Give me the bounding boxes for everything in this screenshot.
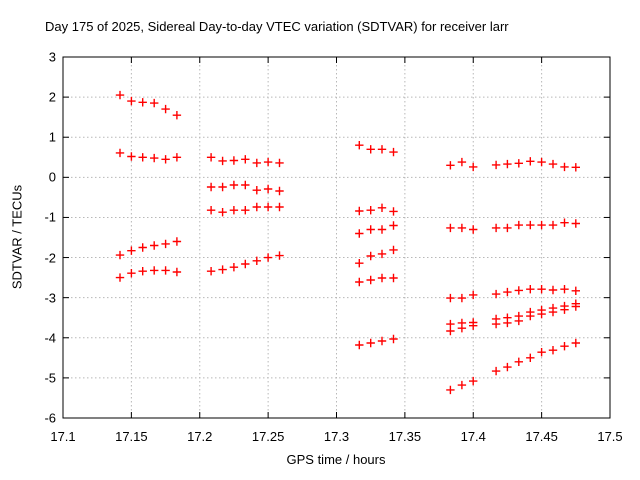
x-tick-label: 17.45: [525, 429, 558, 444]
x-axis-label: GPS time / hours: [286, 452, 386, 467]
x-tick-label: 17.1: [50, 429, 76, 444]
x-tick-label: 17.2: [187, 429, 213, 444]
data-points: [115, 90, 580, 395]
y-tick-label: 2: [48, 89, 56, 105]
y-tick-label: 1: [48, 129, 56, 145]
y-tick-label: -5: [44, 370, 56, 386]
x-tick-label: 17.25: [251, 429, 285, 444]
y-tick-label: -2: [44, 250, 56, 266]
x-tick-label: 17.5: [597, 429, 623, 444]
y-tick-label: -3: [44, 290, 56, 306]
y-tick-label: -4: [44, 330, 56, 346]
y-tick-label: 3: [48, 49, 56, 65]
x-tick-label: 17.15: [115, 429, 148, 444]
y-tick-label: -1: [44, 209, 56, 225]
x-tick-label: 17.3: [323, 429, 350, 444]
chart-title: Day 175 of 2025, Sidereal Day-to-day VTE…: [45, 19, 509, 34]
x-tick-label: 17.4: [460, 429, 486, 444]
y-tick-label: 0: [48, 169, 56, 185]
x-tick-label: 17.35: [388, 429, 422, 444]
y-tick-label: -6: [44, 410, 56, 426]
